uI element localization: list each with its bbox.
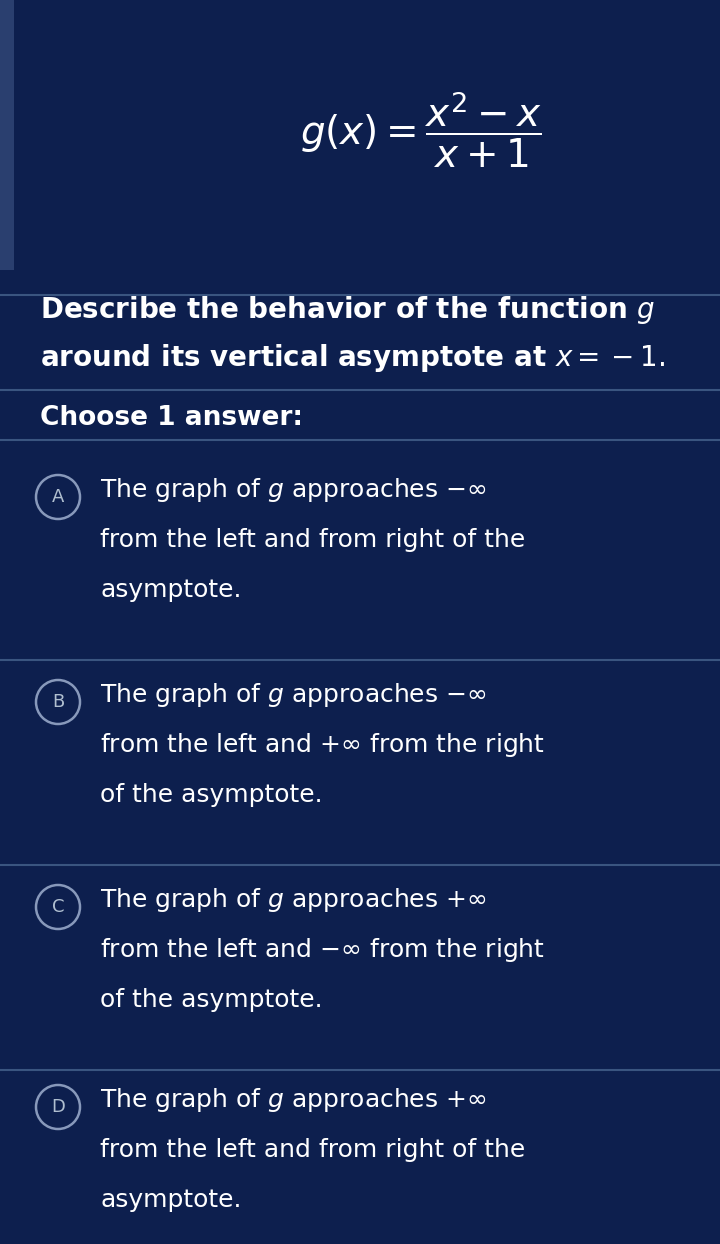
Text: B: B bbox=[52, 693, 64, 712]
Text: Choose 1 answer:: Choose 1 answer: bbox=[40, 406, 303, 430]
Text: The graph of $g$ approaches $-\infty$: The graph of $g$ approaches $-\infty$ bbox=[100, 680, 487, 709]
Text: of the asymptote.: of the asymptote. bbox=[100, 782, 323, 807]
Text: The graph of $g$ approaches $+\infty$: The graph of $g$ approaches $+\infty$ bbox=[100, 1086, 487, 1113]
Text: from the left and $+\infty$ from the right: from the left and $+\infty$ from the rig… bbox=[100, 731, 545, 759]
Text: $g(x) = \dfrac{x^2 - x}{x + 1}$: $g(x) = \dfrac{x^2 - x}{x + 1}$ bbox=[300, 90, 542, 170]
Text: around its vertical asymptote at $x = -1.$: around its vertical asymptote at $x = -1… bbox=[40, 342, 665, 374]
Text: from the left and $-\infty$ from the right: from the left and $-\infty$ from the rig… bbox=[100, 935, 545, 964]
Text: D: D bbox=[51, 1098, 65, 1116]
Text: The graph of $g$ approaches $+\infty$: The graph of $g$ approaches $+\infty$ bbox=[100, 886, 487, 914]
Text: asymptote.: asymptote. bbox=[100, 578, 241, 602]
Text: from the left and from right of the: from the left and from right of the bbox=[100, 1138, 526, 1162]
Bar bbox=[0, 0, 14, 270]
Text: A: A bbox=[52, 488, 64, 506]
Text: asymptote.: asymptote. bbox=[100, 1188, 241, 1212]
Text: of the asymptote.: of the asymptote. bbox=[100, 988, 323, 1013]
Text: C: C bbox=[52, 898, 64, 916]
Text: The graph of $g$ approaches $-\infty$: The graph of $g$ approaches $-\infty$ bbox=[100, 476, 487, 504]
Text: from the left and from right of the: from the left and from right of the bbox=[100, 527, 526, 552]
Text: Describe the behavior of the function $g$: Describe the behavior of the function $g… bbox=[40, 294, 655, 326]
